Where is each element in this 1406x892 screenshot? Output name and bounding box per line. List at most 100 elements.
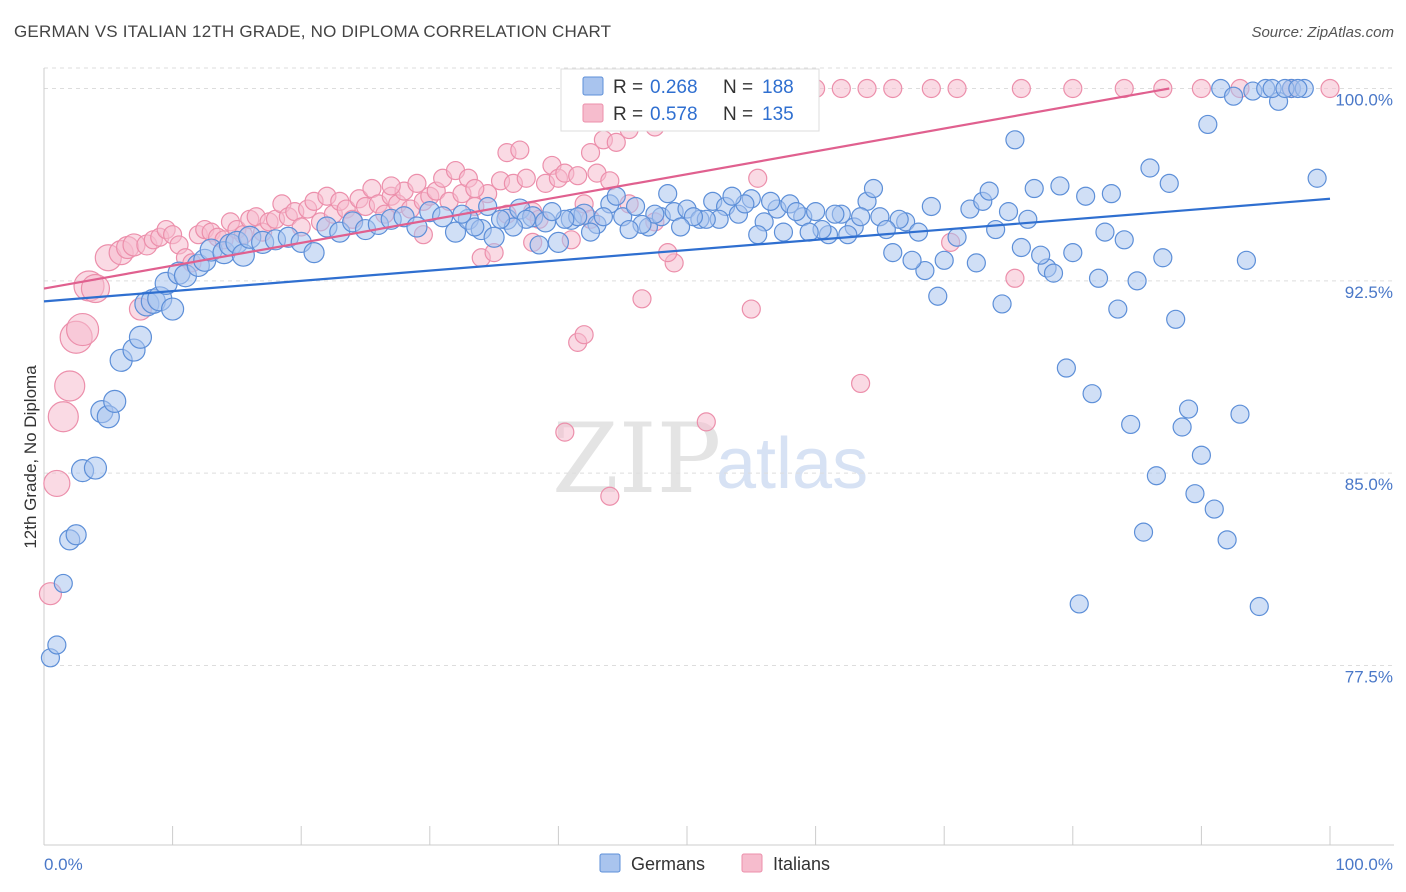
german-point bbox=[934, 250, 954, 270]
german-point bbox=[851, 207, 871, 227]
german-point bbox=[979, 181, 999, 201]
bottom-legend-german-label: Germans bbox=[631, 854, 705, 874]
german-point bbox=[53, 573, 73, 594]
german-point bbox=[444, 221, 467, 243]
german-point bbox=[1088, 268, 1109, 288]
german-point bbox=[825, 204, 845, 224]
watermark-zip: ZIP bbox=[552, 403, 721, 515]
top-legend: R = 0.268 N = 188 R = 0.578 N = 135 bbox=[560, 68, 820, 132]
german-point bbox=[889, 209, 909, 229]
german-point bbox=[1146, 466, 1166, 486]
watermark: ZIP atlas bbox=[552, 403, 868, 515]
german-point bbox=[1223, 86, 1244, 106]
bottom-legend-german-swatch bbox=[599, 853, 621, 873]
italian-point bbox=[65, 312, 100, 347]
german-point bbox=[593, 207, 614, 227]
italian-point bbox=[632, 289, 652, 309]
german-point bbox=[658, 184, 678, 204]
german-point bbox=[547, 231, 570, 253]
legend-italian-r-value: 0.578 bbox=[650, 104, 698, 125]
italian-point bbox=[555, 422, 575, 442]
italian-point bbox=[883, 78, 903, 99]
german-point bbox=[992, 294, 1012, 314]
legend-italian-swatch bbox=[582, 103, 604, 123]
y-tick-label: 92.5% bbox=[1345, 283, 1393, 302]
italian-point bbox=[600, 486, 620, 506]
german-point bbox=[966, 253, 986, 273]
german-point bbox=[103, 389, 127, 413]
italian-point bbox=[465, 178, 485, 199]
german-point bbox=[1063, 243, 1083, 263]
german-point bbox=[1172, 417, 1192, 437]
german-point bbox=[645, 204, 665, 224]
italian-trend-line bbox=[43, 87, 1170, 290]
german-point bbox=[838, 225, 858, 245]
german-point bbox=[483, 226, 505, 248]
italian-point bbox=[851, 373, 871, 394]
y-tick-label: 100.0% bbox=[1335, 91, 1393, 110]
german-point bbox=[1133, 522, 1154, 542]
y-tick-label: 77.5% bbox=[1345, 667, 1393, 686]
german-point bbox=[83, 456, 108, 480]
german-point bbox=[161, 297, 185, 321]
german-point bbox=[1076, 186, 1096, 206]
legend-german-r-value: 0.268 bbox=[650, 77, 698, 98]
italian-point bbox=[407, 173, 427, 193]
top-legend-box bbox=[560, 68, 820, 132]
bottom-legend-italian-label: Italians bbox=[773, 854, 830, 874]
gridlines bbox=[44, 67, 1394, 666]
italian-point bbox=[381, 176, 401, 196]
german-point bbox=[619, 219, 639, 240]
legend-german-n-value: 188 bbox=[762, 77, 794, 98]
italian-point bbox=[1005, 268, 1025, 288]
german-point bbox=[478, 196, 498, 217]
german-point bbox=[542, 202, 562, 222]
german-point bbox=[606, 186, 626, 206]
german-point bbox=[863, 178, 884, 199]
watermark-atlas: atlas bbox=[716, 424, 868, 504]
italian-point bbox=[516, 168, 536, 188]
italian-point bbox=[1011, 78, 1031, 99]
italian-point bbox=[748, 168, 768, 188]
german-point bbox=[760, 191, 781, 211]
source-text: Source: ZipAtlas.com bbox=[1251, 24, 1394, 41]
x-tick-label-max: 100.0% bbox=[1335, 855, 1393, 874]
german-point bbox=[805, 202, 826, 222]
german-point bbox=[998, 202, 1019, 222]
german-point bbox=[1121, 414, 1141, 435]
y-tick-labels: 77.5% 85.0% 92.5% 100.0% bbox=[1335, 91, 1393, 687]
italian-point bbox=[857, 78, 877, 99]
italian-point bbox=[741, 299, 761, 319]
italian-point bbox=[1191, 78, 1212, 99]
italian-point bbox=[947, 78, 967, 99]
german-point bbox=[1005, 130, 1025, 150]
german-point bbox=[1185, 484, 1205, 504]
german-trend-line bbox=[43, 197, 1331, 303]
german-point bbox=[1101, 184, 1121, 204]
german-point bbox=[529, 235, 549, 255]
german-point bbox=[670, 217, 691, 237]
german-point bbox=[1198, 114, 1218, 135]
legend-german-n-label: N = bbox=[723, 77, 753, 98]
german-point bbox=[1140, 158, 1160, 178]
german-point bbox=[902, 250, 922, 270]
italian-point bbox=[831, 78, 851, 99]
legend-german-swatch bbox=[582, 76, 604, 96]
italian-point bbox=[510, 140, 530, 160]
german-point bbox=[876, 219, 896, 240]
german-point bbox=[1288, 78, 1308, 99]
x-tick-label-min: 0.0% bbox=[44, 855, 83, 874]
german-point bbox=[1178, 399, 1199, 419]
german-point bbox=[986, 219, 1006, 240]
german-point bbox=[1236, 250, 1257, 270]
bottom-legend: Germans Italians bbox=[599, 853, 830, 874]
legend-italian-n-label: N = bbox=[723, 104, 753, 125]
bottom-legend-italian-swatch bbox=[741, 853, 763, 873]
german-point bbox=[1230, 404, 1250, 424]
italian-point bbox=[580, 143, 601, 163]
italian-point bbox=[47, 401, 79, 433]
german-point bbox=[1153, 248, 1173, 268]
italian-point bbox=[574, 325, 594, 345]
german-point bbox=[786, 202, 806, 222]
